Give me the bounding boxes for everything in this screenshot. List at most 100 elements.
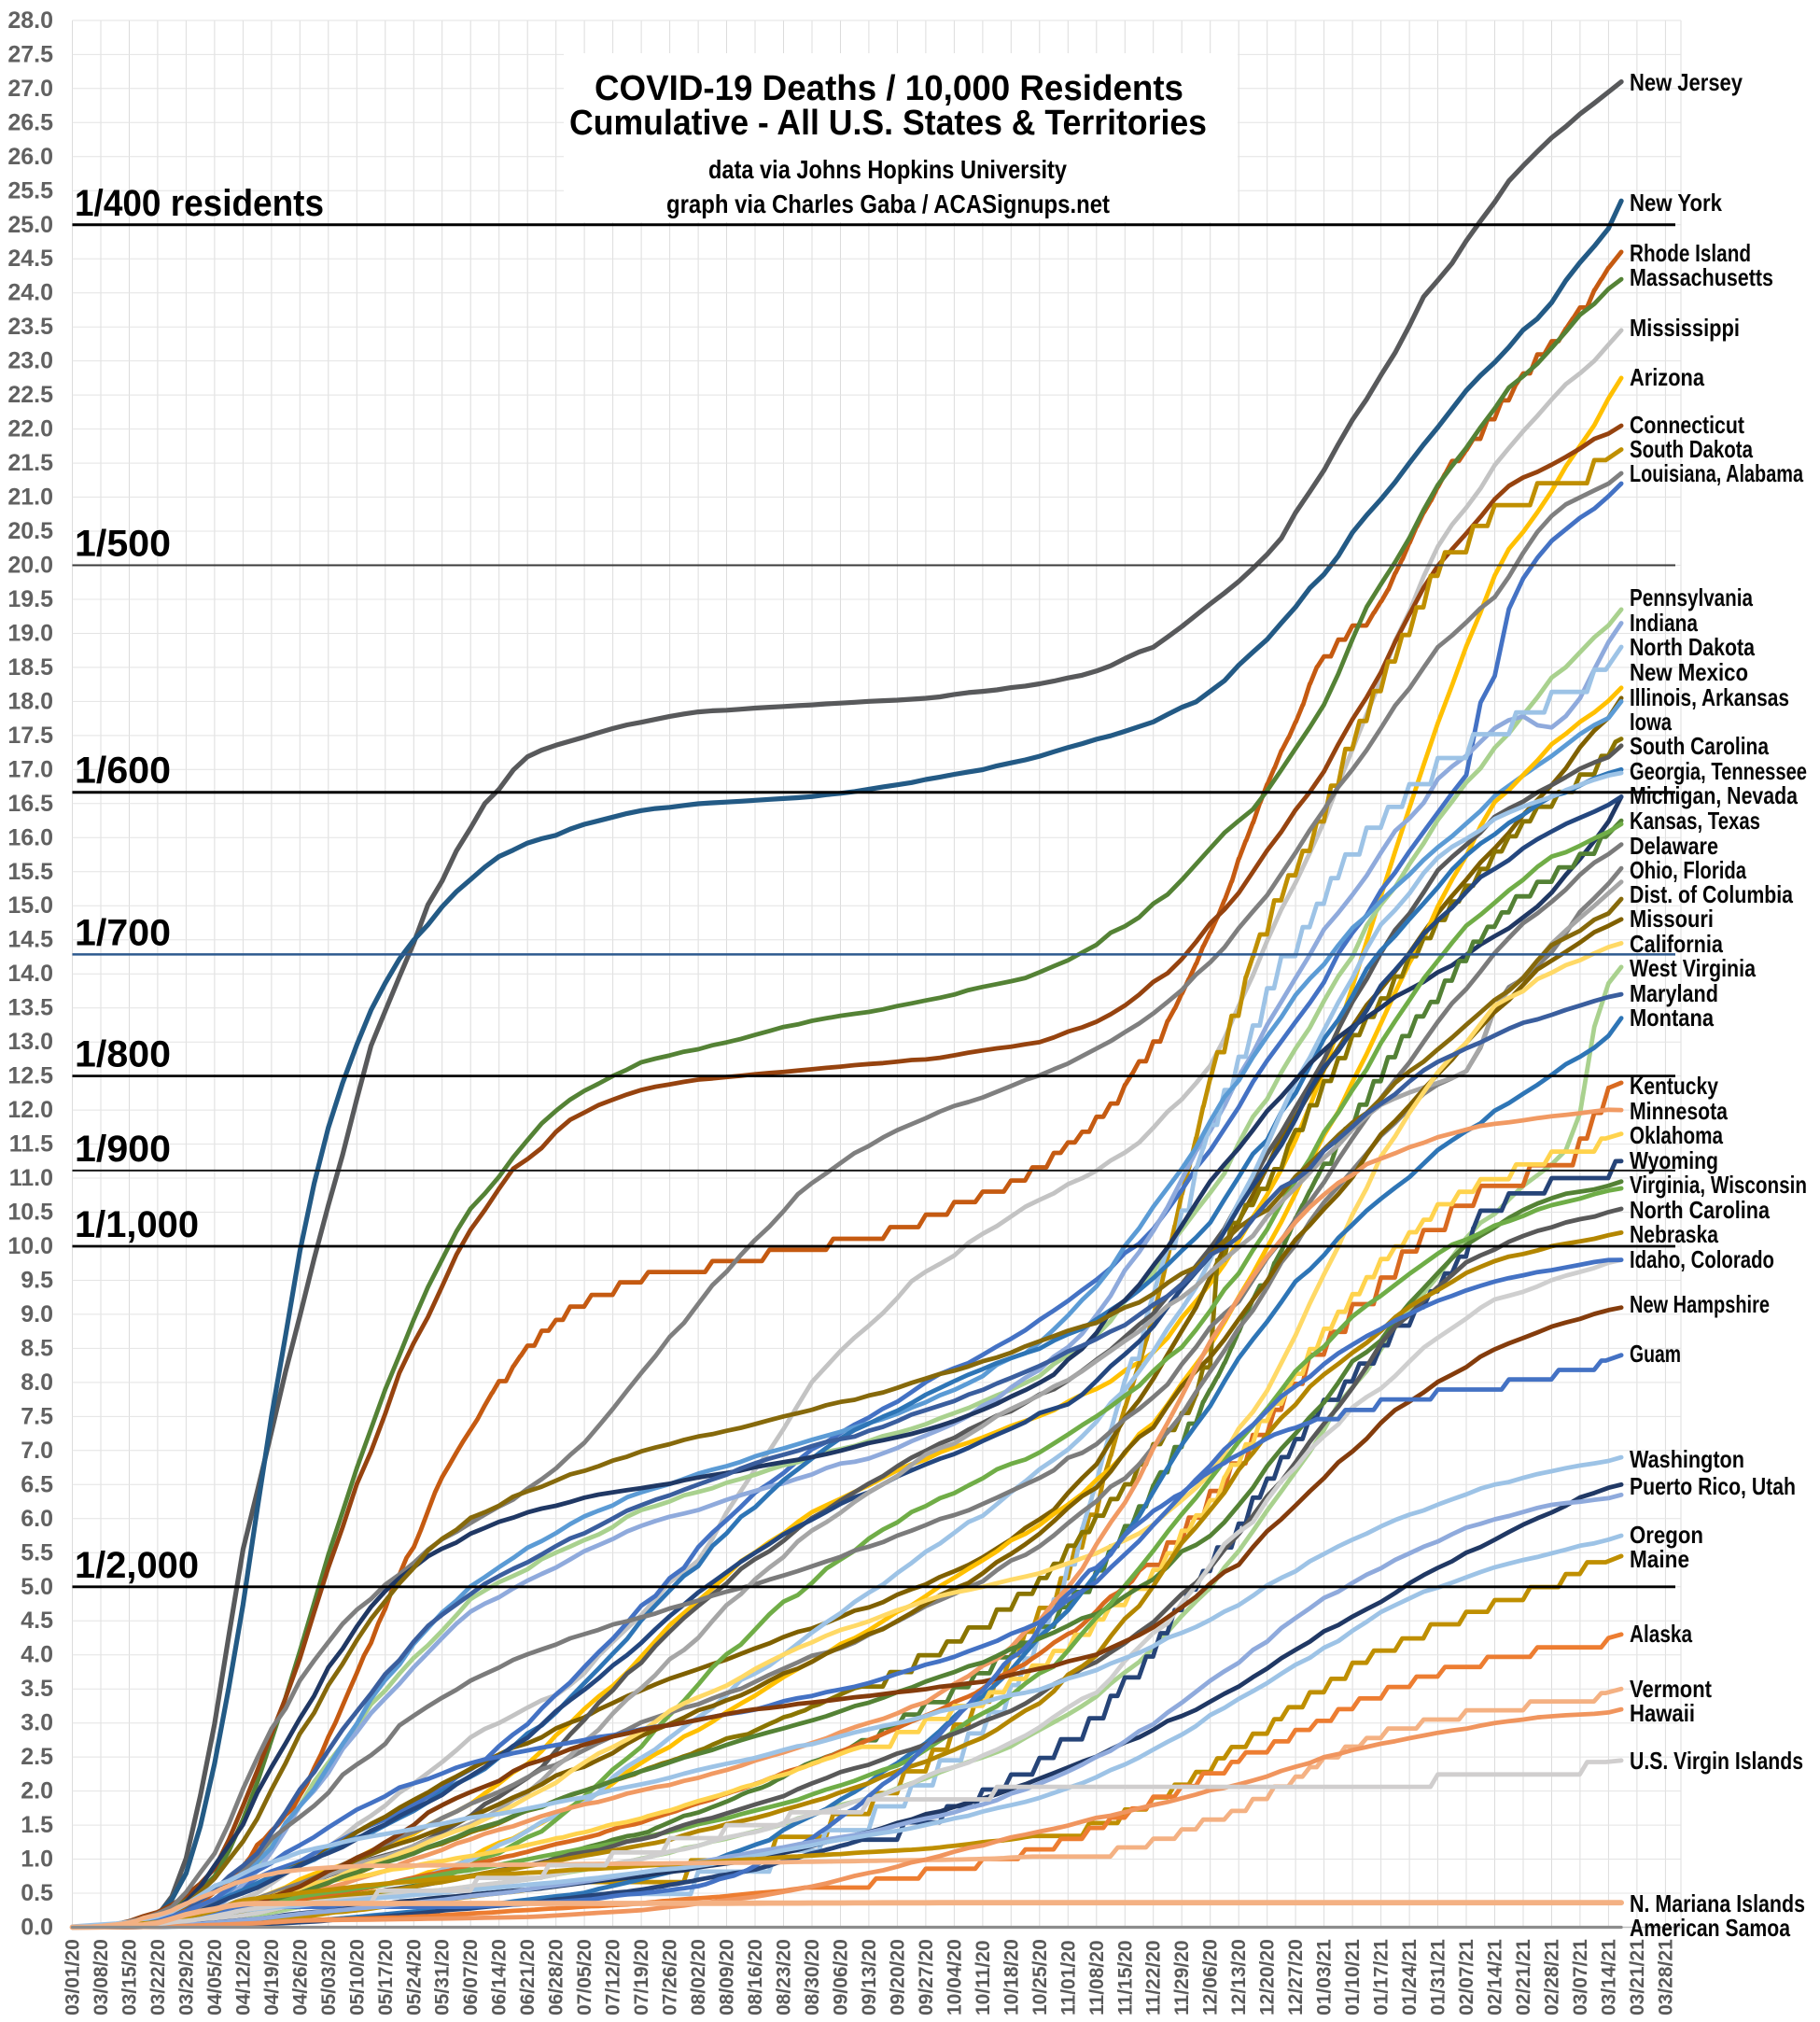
svg-text:09/27/20: 09/27/20 [916,1939,937,2015]
svg-text:Michigan, Nevada: Michigan, Nevada [1630,781,1798,809]
svg-text:19.5: 19.5 [7,586,53,612]
svg-text:California: California [1630,930,1723,958]
svg-text:Missouri: Missouri [1630,905,1714,933]
svg-text:1.5: 1.5 [21,1812,53,1838]
svg-text:1/1,000: 1/1,000 [75,1204,199,1245]
svg-text:Arizona: Arizona [1630,363,1704,391]
svg-text:10/11/20: 10/11/20 [973,1940,994,2015]
svg-text:1.0: 1.0 [21,1846,53,1873]
svg-text:1/600: 1/600 [75,751,171,792]
svg-text:Massachusetts: Massachusetts [1630,263,1773,291]
svg-text:N. Mariana Islands: N. Mariana Islands [1630,1889,1805,1917]
svg-text:North Carolina: North Carolina [1630,1196,1770,1224]
svg-text:09/20/20: 09/20/20 [887,1939,908,2015]
svg-text:graph via Charles Gaba / ACASi: graph via Charles Gaba / ACASignups.net [666,190,1110,218]
svg-text:1/700: 1/700 [75,912,171,953]
svg-text:Alaska: Alaska [1630,1620,1692,1648]
svg-text:07/05/20: 07/05/20 [574,1939,595,2015]
svg-text:Ohio, Florida: Ohio, Florida [1630,856,1746,884]
svg-text:03/21/21: 03/21/21 [1627,1939,1648,2015]
svg-text:03/29/20: 03/29/20 [175,1939,197,2015]
svg-text:23.5: 23.5 [7,314,53,340]
svg-text:14.5: 14.5 [7,927,53,953]
svg-text:18.5: 18.5 [7,654,53,681]
svg-text:Connecticut: Connecticut [1630,411,1744,439]
svg-text:23.0: 23.0 [7,348,53,374]
svg-text:17.5: 17.5 [7,723,53,749]
svg-text:Nebraska: Nebraska [1630,1220,1718,1248]
svg-text:11.5: 11.5 [9,1131,53,1158]
svg-text:10/04/20: 10/04/20 [944,1939,965,2015]
svg-text:26.5: 26.5 [7,109,53,135]
svg-text:3.5: 3.5 [21,1676,53,1702]
svg-text:Wyoming: Wyoming [1630,1146,1718,1174]
svg-text:11/22/20: 11/22/20 [1143,1940,1165,2015]
svg-text:data via Johns Hopkins Univers: data via Johns Hopkins University [708,155,1067,184]
svg-text:03/28/21: 03/28/21 [1655,1939,1676,2015]
svg-text:05/31/20: 05/31/20 [432,1939,454,2015]
svg-text:05/03/20: 05/03/20 [318,1939,340,2015]
svg-text:03/01/20: 03/01/20 [63,1939,84,2015]
svg-text:01/03/21: 01/03/21 [1314,1939,1336,2015]
svg-text:03/22/20: 03/22/20 [147,1939,169,2015]
svg-text:06/07/20: 06/07/20 [460,1939,482,2015]
svg-text:08/09/20: 08/09/20 [717,1939,738,2015]
svg-text:10/25/20: 10/25/20 [1029,1939,1051,2015]
svg-text:5.5: 5.5 [21,1539,53,1566]
svg-text:7.5: 7.5 [21,1403,53,1429]
svg-text:07/19/20: 07/19/20 [631,1939,652,2015]
svg-text:Maryland: Maryland [1630,979,1718,1007]
svg-text:02/21/21: 02/21/21 [1513,1939,1534,2015]
svg-text:04/05/20: 04/05/20 [204,1939,226,2015]
svg-text:10.5: 10.5 [7,1200,53,1226]
svg-text:16.5: 16.5 [7,791,53,817]
svg-text:4.5: 4.5 [21,1608,53,1634]
svg-text:18.0: 18.0 [7,688,53,714]
svg-text:28.0: 28.0 [7,7,53,34]
svg-text:12/27/20: 12/27/20 [1285,1939,1307,2015]
svg-text:5.0: 5.0 [21,1574,53,1600]
svg-text:03/15/20: 03/15/20 [119,1939,141,2015]
svg-text:1/400 residents: 1/400 residents [75,183,324,224]
svg-text:11/15/20: 11/15/20 [1114,1940,1136,2015]
svg-text:West Virginia: West Virginia [1630,954,1756,982]
svg-text:25.5: 25.5 [7,177,53,204]
svg-text:05/24/20: 05/24/20 [403,1939,425,2015]
svg-text:8.0: 8.0 [21,1369,53,1396]
svg-text:26.0: 26.0 [7,144,53,170]
svg-text:Kentucky: Kentucky [1630,1072,1718,1100]
svg-text:Idaho, Colorado: Idaho, Colorado [1630,1245,1774,1273]
svg-text:2.0: 2.0 [21,1778,53,1804]
svg-text:Montana: Montana [1630,1004,1714,1032]
svg-text:4.0: 4.0 [21,1642,53,1668]
svg-text:North Dakota: North Dakota [1630,633,1755,661]
svg-text:15.5: 15.5 [7,859,53,885]
svg-text:22.0: 22.0 [7,416,53,442]
svg-text:02/14/21: 02/14/21 [1485,1939,1506,2015]
svg-text:16.0: 16.0 [7,824,53,850]
svg-text:06/21/20: 06/21/20 [517,1939,539,2015]
svg-text:1/500: 1/500 [75,524,171,565]
svg-text:1/2,000: 1/2,000 [75,1545,199,1586]
svg-text:03/07/21: 03/07/21 [1570,1939,1591,2015]
svg-text:08/02/20: 08/02/20 [688,1939,709,2015]
svg-text:06/28/20: 06/28/20 [546,1939,567,2015]
svg-text:Oregon: Oregon [1630,1521,1703,1549]
svg-text:19.0: 19.0 [7,621,53,647]
svg-text:3.0: 3.0 [21,1710,53,1736]
svg-text:24.5: 24.5 [7,246,53,272]
svg-text:Louisiana, Alabama: Louisiana, Alabama [1630,459,1803,487]
svg-text:13.0: 13.0 [7,1029,53,1055]
svg-text:New Mexico: New Mexico [1630,658,1748,686]
svg-text:12/20/20: 12/20/20 [1257,1939,1279,2015]
svg-text:1/800: 1/800 [75,1034,171,1075]
svg-text:7.0: 7.0 [21,1438,53,1464]
svg-text:South Carolina: South Carolina [1630,732,1769,760]
svg-text:Kansas, Texas: Kansas, Texas [1630,807,1760,835]
svg-text:20.5: 20.5 [7,518,53,544]
svg-text:Delaware: Delaware [1630,832,1718,860]
svg-text:09/13/20: 09/13/20 [859,1939,880,2015]
svg-text:0.5: 0.5 [21,1880,53,1906]
svg-text:Maine: Maine [1630,1545,1689,1573]
svg-text:Guam: Guam [1630,1340,1681,1368]
